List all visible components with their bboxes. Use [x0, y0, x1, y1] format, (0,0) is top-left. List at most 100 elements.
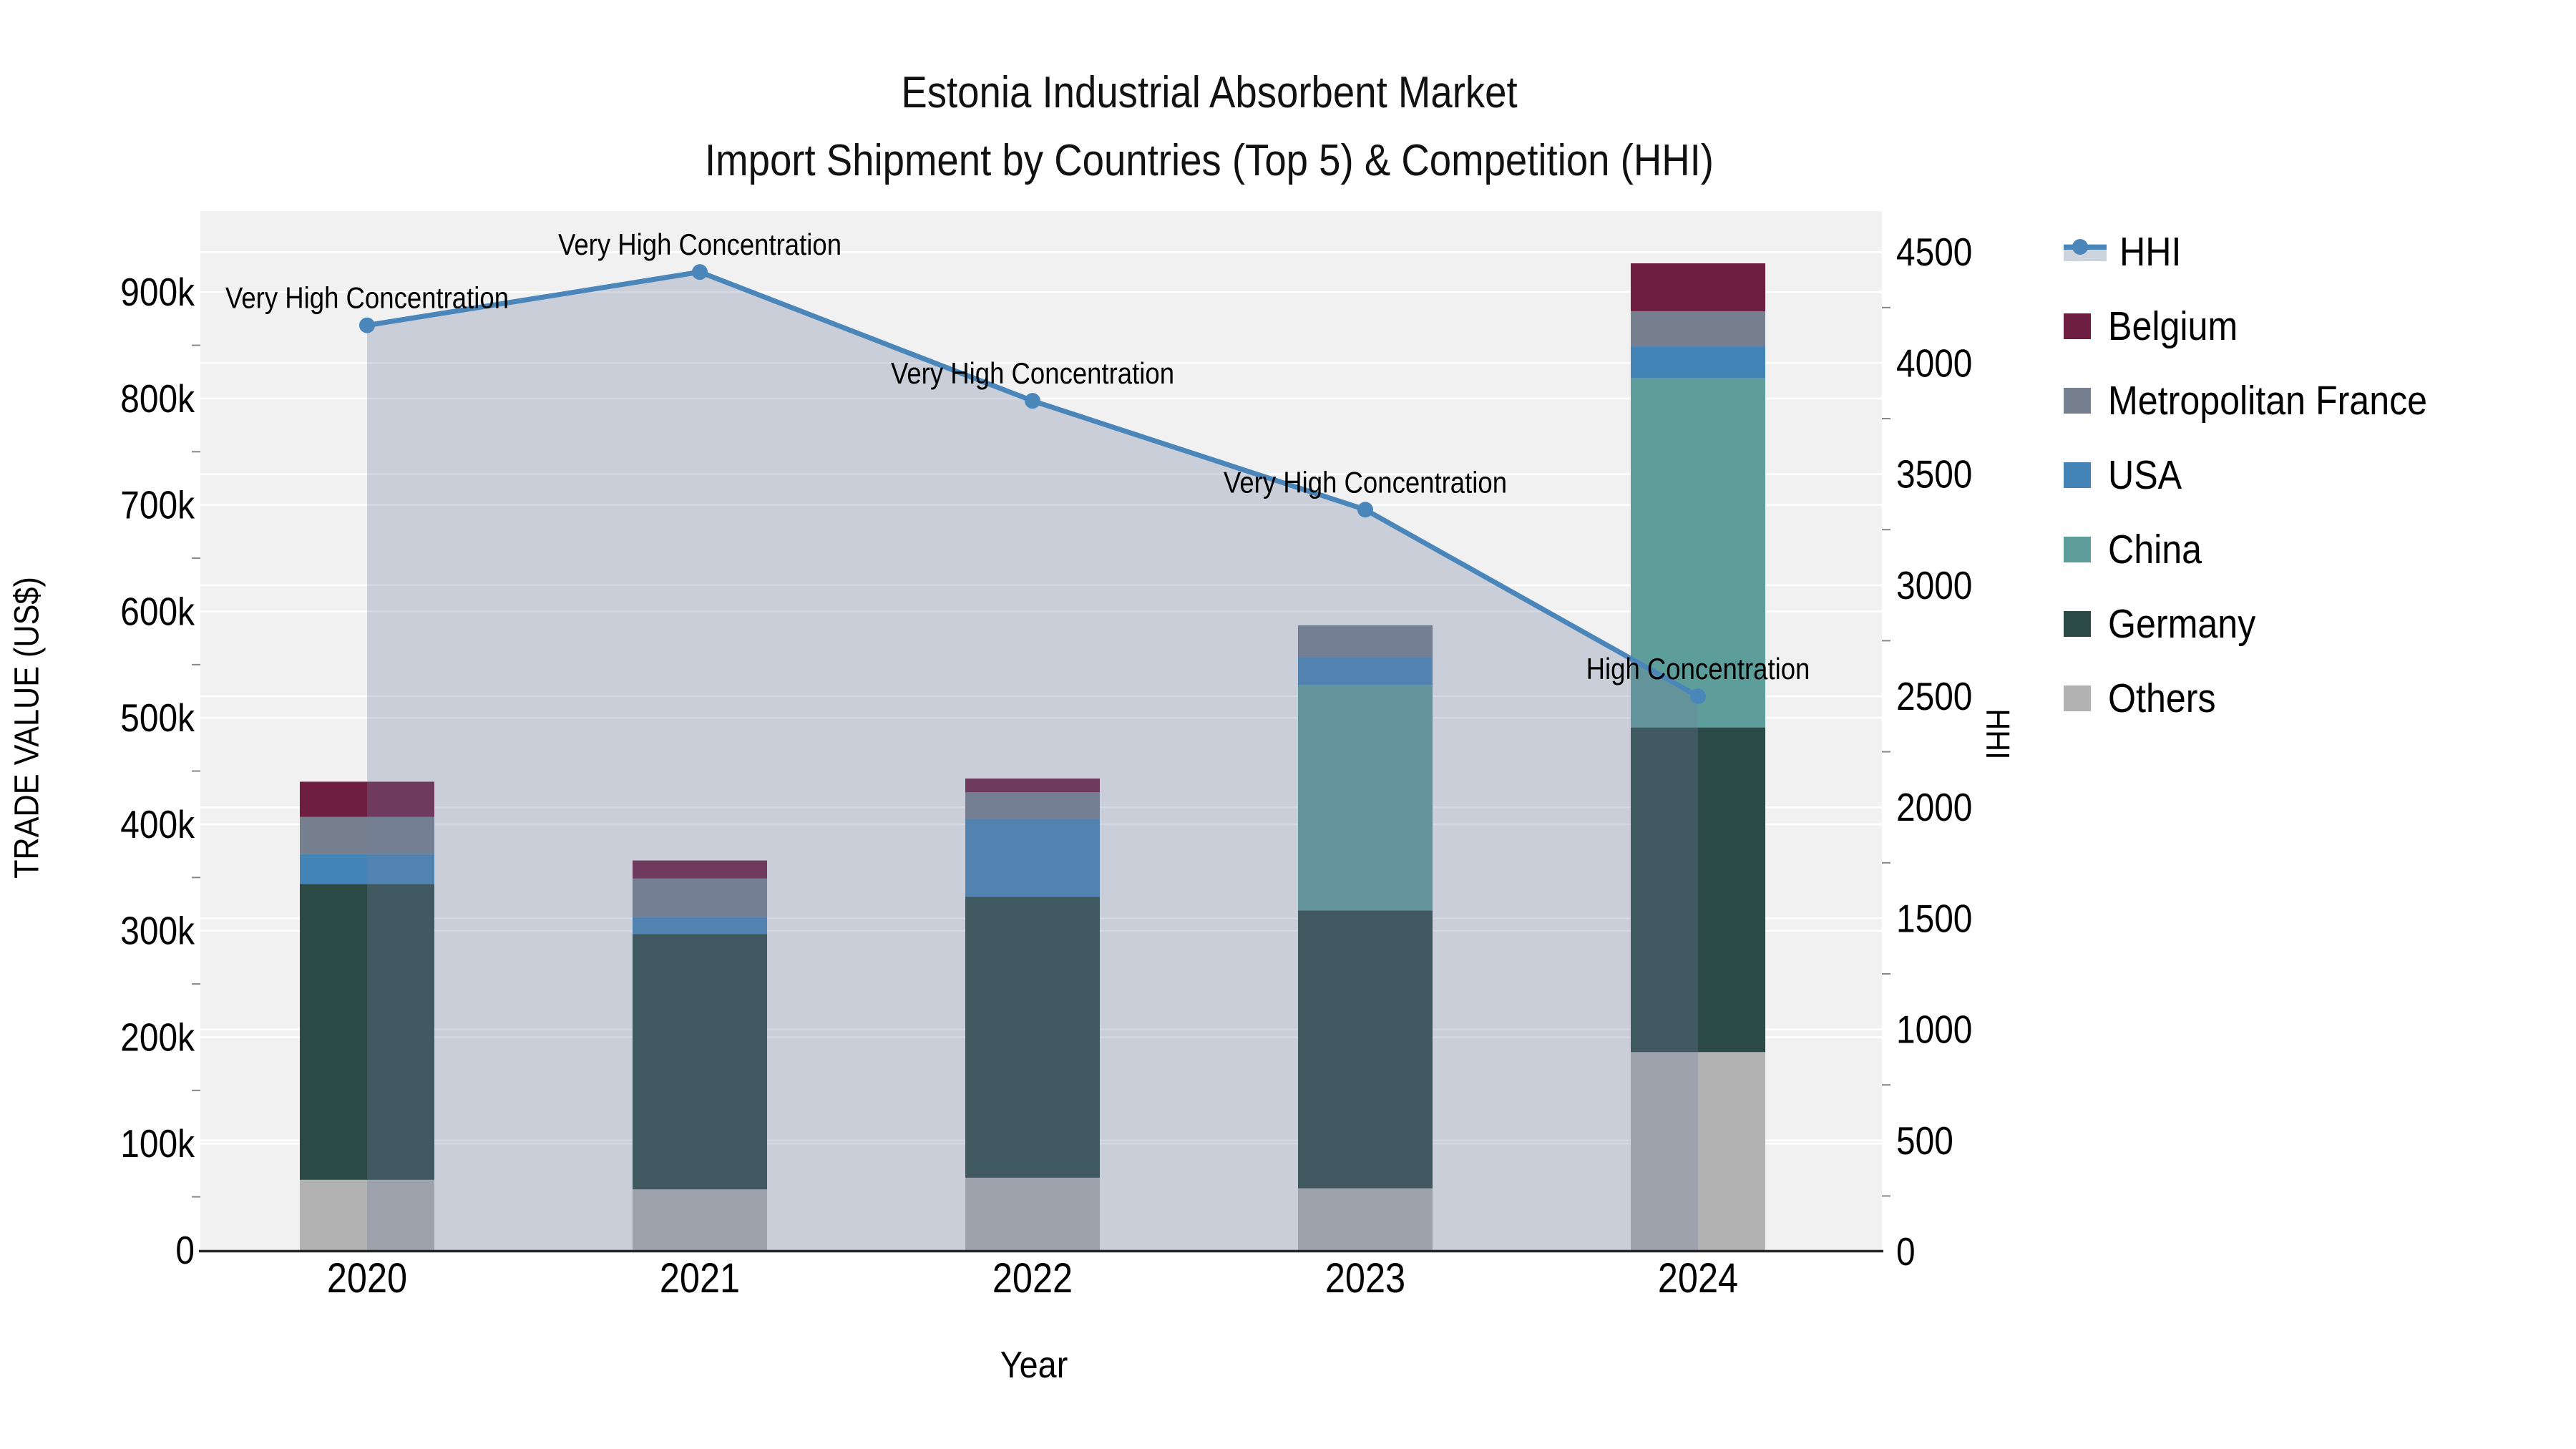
svg-text:500k: 500k — [120, 696, 195, 740]
svg-text:4500: 4500 — [1896, 230, 1972, 274]
bar-segment-usa-2023 — [1298, 657, 1433, 686]
legend-item-germany: Germany — [2064, 587, 2471, 661]
bar-segment-others-2023 — [1298, 1188, 1433, 1250]
legend-item-china: China — [2064, 512, 2471, 587]
left-axis-tick-500k: 500k — [120, 696, 195, 740]
legend-item-metropolitan-france: Metropolitan France — [2064, 364, 2471, 438]
svg-text:400k: 400k — [120, 802, 195, 847]
left-axis-tick-900k: 900k — [120, 270, 195, 314]
chart-title-line1: Estonia Industrial Absorbent Market — [901, 68, 1518, 117]
hhi-marker-2021 — [692, 264, 708, 280]
x-axis-tick-2022: 2022 — [992, 1255, 1073, 1302]
bar-segment-usa-2021 — [633, 917, 767, 935]
hhi-marker-2024 — [1690, 688, 1706, 704]
chart-title-line2: Import Shipment by Countries (Top 5) & C… — [704, 136, 1714, 185]
svg-text:1500: 1500 — [1896, 896, 1972, 940]
legend: HHI Belgium Metropolitan France USA China Ger… — [2064, 215, 2471, 736]
bar-segment-belgium-2021 — [633, 860, 767, 879]
svg-text:700k: 700k — [120, 483, 195, 527]
svg-text:3500: 3500 — [1896, 452, 1972, 496]
x-axis-tick-2021: 2021 — [660, 1255, 740, 1302]
bar-segment-metropolitan-france-2024 — [1631, 311, 1765, 347]
svg-text:0: 0 — [175, 1228, 195, 1272]
right-axis-tick-1000: 1000 — [1896, 1007, 1972, 1051]
hhi-line-swatch-icon — [2064, 238, 2107, 266]
svg-text:Very High Concentration: Very High Concentration — [225, 281, 509, 315]
legend-color-swatch — [2064, 537, 2091, 562]
left-axis-tick-0: 0 — [175, 1228, 195, 1272]
bar-segment-others-2024 — [1631, 1052, 1765, 1250]
svg-text:500: 500 — [1896, 1118, 1953, 1163]
bar-segment-germany-2022 — [965, 897, 1100, 1178]
svg-text:Very High Concentration: Very High Concentration — [891, 357, 1174, 391]
svg-text:800k: 800k — [120, 376, 195, 421]
left-axis-tick-700k: 700k — [120, 483, 195, 527]
svg-text:3000: 3000 — [1896, 563, 1972, 608]
bar-segment-belgium-2024 — [1631, 263, 1765, 311]
bar-segment-germany-2023 — [1298, 910, 1433, 1189]
legend-label: HHI — [2119, 229, 2182, 275]
svg-text:200k: 200k — [120, 1015, 195, 1059]
x-axis-tick-2023: 2023 — [1325, 1255, 1405, 1302]
left-axis-tick-400k: 400k — [120, 802, 195, 847]
hhi-marker-2020 — [359, 317, 375, 333]
chart-title: Estonia Industrial Absorbent Market Impo… — [454, 59, 1965, 195]
right-axis-tick-3500: 3500 — [1896, 452, 1972, 496]
right-axis-tick-2000: 2000 — [1896, 785, 1972, 829]
svg-text:2020: 2020 — [327, 1255, 407, 1302]
hhi-marker-2022 — [1025, 393, 1040, 409]
annotation-2024: High Concentration — [1586, 653, 1810, 686]
bar-segment-others-2021 — [633, 1189, 767, 1250]
bar-segment-germany-2021 — [633, 934, 767, 1190]
svg-text:1000: 1000 — [1896, 1007, 1972, 1051]
annotation-2023: Very High Concentration — [1224, 466, 1507, 499]
svg-text:Very High Concentration: Very High Concentration — [558, 228, 841, 262]
legend-item-others: Others — [2064, 661, 2471, 736]
svg-text:600k: 600k — [120, 589, 195, 633]
svg-text:2021: 2021 — [660, 1255, 740, 1302]
bar-segment-germany-2024 — [1631, 727, 1765, 1053]
svg-text:2500: 2500 — [1896, 674, 1972, 718]
bar-segment-belgium-2022 — [965, 778, 1100, 793]
legend-color-swatch — [2064, 313, 2091, 339]
bar-segment-others-2020 — [300, 1179, 434, 1250]
x-axis-tick-2024: 2024 — [1658, 1255, 1738, 1302]
legend-label: China — [2108, 527, 2202, 572]
legend-color-swatch — [2064, 388, 2091, 414]
right-axis-tick-4500: 4500 — [1896, 230, 1972, 274]
right-axis-title: HHI — [1979, 708, 2016, 760]
right-axis-tick-4000: 4000 — [1896, 341, 1972, 385]
bar-segment-usa-2022 — [965, 819, 1100, 897]
left-axis-tick-300k: 300k — [120, 909, 195, 953]
bar-segment-usa-2024 — [1631, 346, 1765, 379]
bar-segment-metropolitan-france-2021 — [633, 878, 767, 917]
legend-color-swatch — [2064, 462, 2091, 488]
svg-text:2024: 2024 — [1658, 1255, 1738, 1302]
right-axis-tick-1500: 1500 — [1896, 896, 1972, 940]
annotation-2020: Very High Concentration — [225, 281, 509, 315]
svg-text:300k: 300k — [120, 909, 195, 953]
bar-segment-usa-2020 — [300, 854, 434, 884]
bar-segment-others-2022 — [965, 1177, 1100, 1250]
left-axis-title: TRADE VALUE (US$) — [8, 577, 47, 879]
left-axis-tick-600k: 600k — [120, 589, 195, 633]
x-axis-tick-2020: 2020 — [327, 1255, 407, 1302]
bar-segment-metropolitan-france-2023 — [1298, 625, 1433, 658]
svg-text:2023: 2023 — [1325, 1255, 1405, 1302]
svg-text:2022: 2022 — [992, 1255, 1073, 1302]
svg-text:High Concentration: High Concentration — [1586, 653, 1810, 686]
hhi-marker-2023 — [1357, 502, 1373, 518]
svg-text:0: 0 — [1896, 1229, 1916, 1274]
bar-segment-metropolitan-france-2020 — [300, 816, 434, 854]
legend-label: Germany — [2108, 601, 2256, 647]
legend-label: Metropolitan France — [2108, 378, 2428, 424]
left-axis-tick-200k: 200k — [120, 1015, 195, 1059]
left-axis-tick-100k: 100k — [120, 1121, 195, 1166]
left-axis-tick-800k: 800k — [120, 376, 195, 421]
bar-segment-china-2023 — [1298, 685, 1433, 911]
legend-item-hhi: HHI — [2064, 215, 2471, 289]
right-axis-tick-500: 500 — [1896, 1118, 1953, 1163]
svg-text:2000: 2000 — [1896, 785, 1972, 829]
